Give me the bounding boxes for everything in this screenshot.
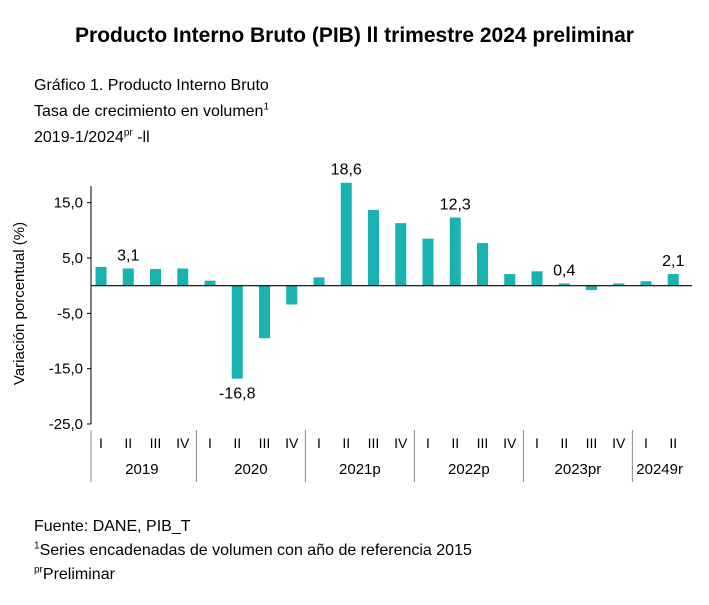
bar-q22 [667, 274, 679, 286]
bar-q9 [313, 277, 325, 286]
x-tick-label: III [477, 435, 489, 451]
bar-q19 [586, 285, 597, 291]
x-tick-label: IV [285, 435, 299, 451]
y-axis-title: Variación porcentual (%) [11, 222, 28, 385]
footnote-1-text: Series encadenadas de volumen con año de… [39, 542, 472, 559]
footnote-preliminary: prPreliminar [34, 564, 115, 584]
bar-q2 [122, 268, 134, 286]
bar-q17 [531, 271, 543, 286]
bar-q6 [231, 285, 243, 379]
bar-q10 [340, 182, 352, 286]
bar-q11 [368, 209, 379, 286]
x-tick-label: III [586, 435, 598, 451]
footnote-1: 1Series encadenadas de volumen con año d… [34, 540, 472, 560]
y-tick-label: -15,0 [49, 361, 83, 378]
bar-q13 [422, 238, 434, 286]
bar-q16 [504, 274, 516, 286]
data-label: -16,8 [219, 386, 256, 403]
x-tick-label: II [342, 435, 350, 451]
bar-q7 [259, 285, 270, 339]
year-label: 20249r [636, 461, 683, 478]
footnote-1-marker: 1 [34, 540, 40, 552]
year-label: 2020 [234, 461, 267, 478]
bar-q12 [395, 223, 407, 286]
year-label: 2021p [339, 461, 381, 478]
y-tick-label: -25,0 [49, 416, 83, 433]
data-label: 3,1 [117, 248, 139, 265]
x-tick-label: II [669, 435, 677, 451]
bar-q8 [286, 285, 298, 305]
bar-q4 [177, 268, 189, 286]
chart-caption-period-text: 2019-1/2024 [34, 129, 124, 146]
x-tick-label: I [644, 435, 648, 451]
bar-q14 [449, 217, 461, 286]
bar-q18 [558, 283, 570, 286]
x-tick-label: IV [394, 435, 408, 451]
chart-caption-period: 2019-1/2024pr -ll [34, 127, 150, 147]
data-label: 18,6 [331, 162, 362, 179]
bar-q21 [640, 281, 652, 286]
y-tick-label: 5,0 [62, 250, 83, 267]
footnote-preliminary-text: Preliminar [42, 566, 115, 583]
chart-caption-measure: Tasa de crecimiento en volumen1 [34, 101, 270, 121]
x-tick-label: I [426, 435, 430, 451]
x-tick-label: II [233, 435, 241, 451]
x-tick-label: I [99, 435, 103, 451]
y-tick-label: 15,0 [54, 195, 83, 212]
data-label: 2,1 [662, 253, 684, 270]
chart-caption-title: Gráfico 1. Producto Interno Bruto [34, 77, 269, 94]
chart-caption-measure-text: Tasa de crecimiento en volumen [34, 103, 264, 120]
x-tick-label: I [317, 435, 321, 451]
x-tick-label: II [560, 435, 568, 451]
footnote-marker: 1 [263, 101, 270, 113]
year-label: 2022p [448, 461, 490, 478]
data-label: 0,4 [553, 262, 575, 279]
x-tick-label: II [124, 435, 132, 451]
bar-q5 [204, 280, 216, 286]
bar-q15 [477, 243, 488, 286]
x-tick-label: IV [612, 435, 626, 451]
x-tick-label: I [208, 435, 212, 451]
x-tick-label: III [368, 435, 380, 451]
x-tick-label: III [150, 435, 162, 451]
x-tick-label: IV [503, 435, 517, 451]
x-tick-label: II [451, 435, 459, 451]
bar-q3 [150, 269, 161, 286]
x-tick-label: III [259, 435, 271, 451]
x-tick-label: I [535, 435, 539, 451]
y-tick-label: -5,0 [57, 305, 83, 322]
page-title: Producto Interno Bruto (PIB) ll trimestr… [75, 24, 634, 47]
data-label: 12,3 [440, 197, 471, 214]
bar-q20 [613, 283, 625, 286]
footnote-preliminary-marker: pr [34, 564, 43, 576]
bar-q1 [95, 266, 107, 286]
x-tick-label: IV [176, 435, 190, 451]
chart-caption-period-suffix: -ll [132, 129, 150, 146]
year-label: 2019 [125, 461, 158, 478]
year-label: 2023pr [555, 461, 602, 478]
source-note: Fuente: DANE, PIB_T [34, 518, 191, 535]
preliminary-marker: pr [123, 127, 133, 139]
